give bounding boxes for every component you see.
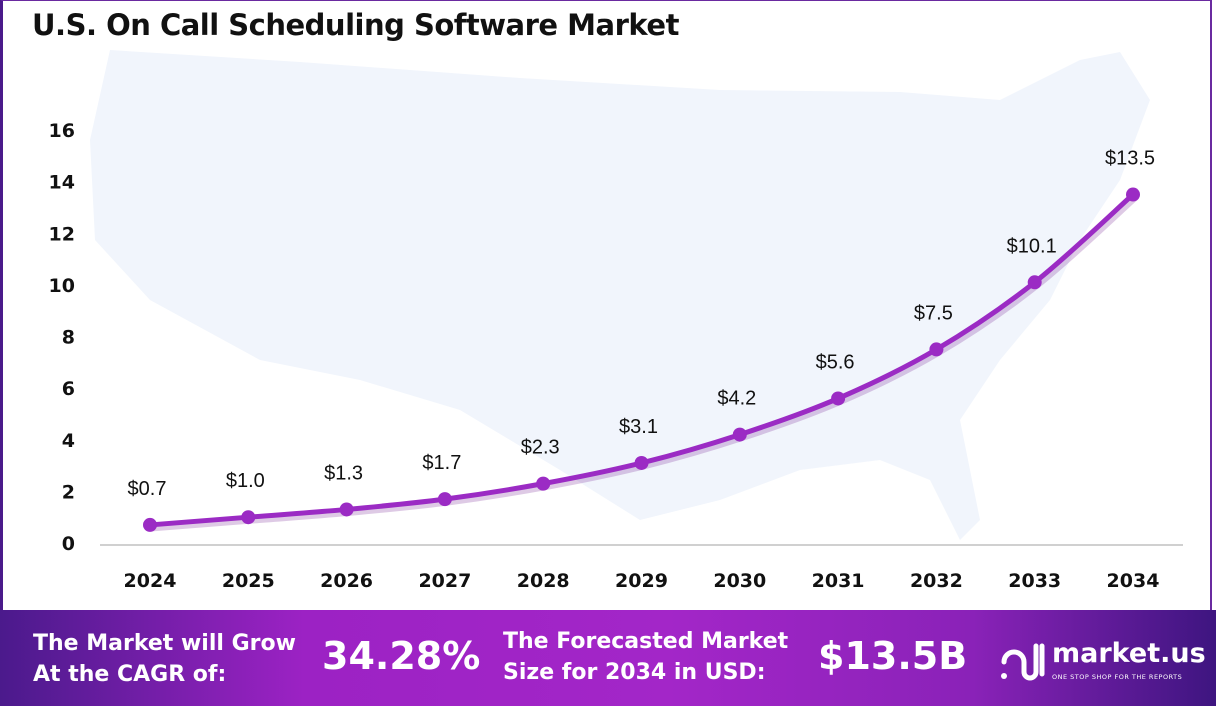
x-tick-label: 2025	[222, 570, 275, 592]
data-point	[241, 510, 256, 525]
y-tick-label: 16	[49, 120, 75, 142]
data-label: $1.3	[324, 462, 363, 484]
forecast-label-line1: The Forecasted Market	[503, 629, 789, 654]
data-label: $5.6	[816, 351, 855, 373]
data-point	[831, 391, 846, 406]
logo-tagline: ONE STOP SHOP FOR THE REPORTS	[1052, 673, 1183, 681]
cagr-label-line1: The Market will Grow	[33, 631, 296, 656]
forecast-label-line2: Size for 2034 in USD:	[503, 660, 766, 685]
y-tick-label: 12	[49, 223, 75, 245]
data-point	[1126, 187, 1140, 202]
market-us-logo-icon	[1001, 643, 1045, 681]
series-line-shadow	[151, 194, 1138, 532]
data-label: $7.5	[914, 302, 953, 324]
forecast-value: $13.5B	[818, 634, 968, 678]
y-tick-label: 14	[49, 172, 75, 194]
x-tick-label: 2027	[418, 570, 471, 592]
data-label: $0.7	[128, 478, 167, 500]
y-tick-label: 6	[62, 378, 75, 400]
data-point	[536, 476, 551, 491]
cagr-value: 34.28%	[322, 634, 481, 678]
data-point	[339, 502, 354, 517]
x-tick-label: 2028	[517, 570, 570, 592]
data-point	[929, 342, 944, 357]
data-label: $13.5	[1105, 148, 1155, 170]
data-label: $2.3	[521, 437, 560, 459]
series-line	[149, 192, 1135, 528]
x-tick-label: 2034	[1107, 570, 1160, 592]
line-chart: 0 2 4 6 8 10 12 14 16 2024 2025 2026 2027 2028 2029 203…	[49, 50, 1183, 592]
cagr-label-line2: At the CAGR of:	[33, 662, 227, 687]
x-tick-label: 2031	[812, 570, 865, 592]
data-point	[732, 427, 747, 442]
us-map-background	[90, 50, 1150, 540]
data-label: $10.1	[1007, 235, 1057, 257]
x-tick-label: 2030	[713, 570, 766, 592]
data-point	[143, 517, 157, 532]
data-label: $4.2	[717, 388, 756, 410]
x-tick-label: 2032	[910, 570, 963, 592]
x-tick-label: 2026	[320, 570, 373, 592]
x-tick-label: 2024	[124, 570, 177, 592]
data-label: $1.0	[226, 470, 265, 492]
chart-title: U.S. On Call Scheduling Software Market	[32, 8, 679, 42]
summary-banner: The Market will Grow At the CAGR of: 34.…	[0, 610, 1216, 706]
x-tick-label: 2033	[1008, 570, 1061, 592]
y-tick-label: 10	[49, 275, 75, 297]
data-point	[1027, 275, 1042, 290]
data-label: $3.1	[619, 416, 658, 438]
y-tick-label: 4	[62, 430, 75, 452]
x-tick-label: 2029	[615, 570, 668, 592]
y-tick-label: 2	[62, 481, 75, 503]
logo-name: market.us	[1052, 638, 1206, 669]
chart-frame	[0, 0, 1212, 610]
data-point	[634, 455, 649, 470]
data-label: $1.7	[422, 452, 461, 474]
y-tick-label: 0	[62, 533, 75, 555]
y-tick-label: 8	[62, 327, 75, 349]
data-point	[437, 492, 452, 507]
